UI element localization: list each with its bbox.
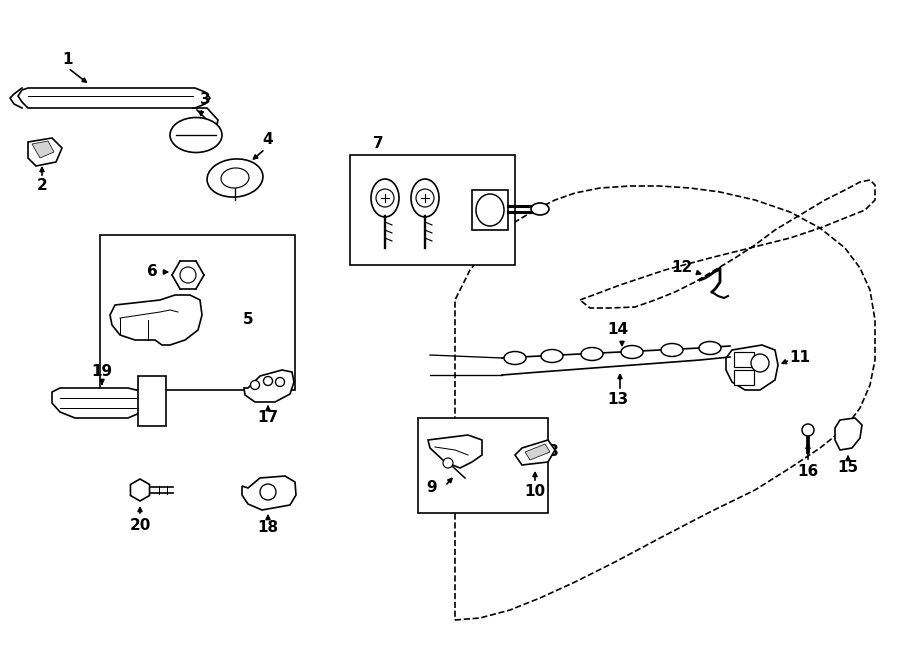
Circle shape	[250, 381, 259, 389]
Text: 12: 12	[671, 260, 693, 276]
Text: 11: 11	[789, 350, 811, 366]
Text: 8: 8	[546, 444, 557, 459]
Circle shape	[180, 267, 196, 283]
Text: 2: 2	[37, 178, 48, 192]
Text: 9: 9	[427, 481, 437, 496]
Text: 14: 14	[608, 323, 628, 338]
Circle shape	[416, 189, 434, 207]
Ellipse shape	[581, 348, 603, 360]
Text: 19: 19	[92, 364, 112, 379]
Bar	[472, 190, 508, 230]
Text: 3: 3	[200, 93, 211, 108]
Bar	[100, 235, 295, 390]
Text: 6: 6	[147, 264, 158, 280]
Polygon shape	[835, 418, 862, 450]
Circle shape	[802, 424, 814, 436]
Text: 15: 15	[837, 461, 859, 475]
Ellipse shape	[504, 352, 526, 364]
Ellipse shape	[170, 118, 222, 153]
Text: 7: 7	[373, 136, 383, 151]
Bar	[350, 155, 515, 265]
Circle shape	[264, 377, 273, 385]
Polygon shape	[52, 388, 152, 418]
Circle shape	[443, 458, 453, 468]
Circle shape	[260, 484, 276, 500]
Polygon shape	[32, 141, 54, 158]
Text: 1: 1	[63, 52, 73, 67]
Ellipse shape	[661, 344, 683, 356]
Circle shape	[751, 354, 769, 372]
Polygon shape	[244, 370, 294, 402]
Text: 17: 17	[257, 410, 279, 426]
Circle shape	[275, 377, 284, 387]
Ellipse shape	[621, 346, 643, 358]
Text: 20: 20	[130, 518, 150, 533]
Polygon shape	[428, 435, 482, 468]
Ellipse shape	[531, 203, 549, 215]
Bar	[734, 370, 754, 385]
Text: 18: 18	[257, 520, 279, 535]
Bar	[138, 376, 166, 426]
Ellipse shape	[541, 350, 563, 362]
Ellipse shape	[221, 168, 249, 188]
Ellipse shape	[207, 159, 263, 197]
Polygon shape	[18, 88, 210, 108]
Polygon shape	[28, 138, 62, 166]
Ellipse shape	[476, 194, 504, 226]
Ellipse shape	[371, 179, 399, 217]
Text: 13: 13	[608, 393, 628, 407]
Polygon shape	[130, 479, 149, 501]
Polygon shape	[726, 345, 778, 390]
Ellipse shape	[411, 179, 439, 217]
Circle shape	[376, 189, 394, 207]
Ellipse shape	[699, 342, 721, 354]
Polygon shape	[242, 476, 296, 510]
Polygon shape	[525, 444, 550, 460]
Text: 5: 5	[243, 313, 253, 327]
Bar	[418, 418, 548, 513]
Text: 4: 4	[263, 132, 274, 147]
Bar	[734, 352, 754, 367]
Polygon shape	[515, 440, 555, 465]
Text: 10: 10	[525, 485, 545, 500]
Text: 16: 16	[797, 465, 819, 479]
Polygon shape	[110, 295, 202, 345]
